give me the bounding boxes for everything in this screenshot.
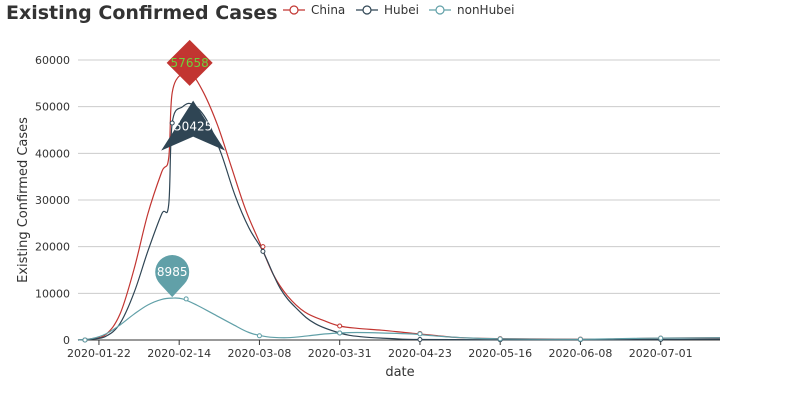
legend: China Hubei nonHubei — [283, 3, 515, 17]
x-tick-label: 2020-04-23 — [388, 347, 452, 360]
x-tick-label: 2020-01-22 — [67, 347, 131, 360]
y-tick-label: 40000 — [35, 147, 70, 160]
y-tick-label: 50000 — [35, 101, 70, 114]
data-point-nonhubei — [417, 331, 423, 337]
peak-label-china: 57658 — [171, 56, 209, 70]
peak-marker-nonhubei — [155, 255, 190, 298]
data-point-nonhubei — [183, 296, 189, 302]
x-tick-label: 2020-06-08 — [548, 347, 612, 360]
legend-symbol-nonhubei — [435, 5, 445, 15]
series-lines — [77, 68, 721, 341]
y-tick-label: 0 — [63, 334, 70, 347]
x-tick-label: 2020-03-31 — [308, 347, 372, 360]
data-point-nonhubei — [337, 330, 343, 336]
y-tick-label: 30000 — [35, 194, 70, 207]
peak-annotations: 57658 50425 8985 — [155, 39, 226, 298]
data-markers — [82, 68, 664, 343]
x-tick-label: 2020-03-08 — [227, 347, 291, 360]
peak-label-hubei: 50425 — [174, 120, 212, 134]
x-tick-label: 2020-02-14 — [147, 347, 211, 360]
legend-label-nonhubei: nonHubei — [457, 3, 515, 17]
peak-label-nonhubei: 8985 — [157, 265, 188, 279]
legend-symbol-china — [289, 5, 299, 15]
y-axis-title: Existing Confirmed Cases — [16, 117, 31, 283]
data-point-hubei — [260, 248, 266, 254]
grid-lines — [78, 59, 720, 294]
data-point-china — [260, 244, 266, 250]
legend-symbol-hubei — [362, 5, 372, 15]
peak-marker-china — [166, 39, 213, 86]
x-axis-title: date — [385, 365, 414, 380]
axes: 0 10000 20000 30000 40000 50000 60000 2020-01-2… — [35, 54, 720, 360]
series-line-nonhubei — [77, 297, 721, 341]
legend-label-china: China — [311, 3, 345, 17]
peak-marker-hubei — [161, 100, 226, 151]
data-point-nonhubei — [256, 333, 262, 339]
chart-title: Existing Confirmed Cases — [6, 2, 278, 24]
data-point-nonhubei — [658, 335, 664, 341]
x-tick-label: 2020-07-01 — [629, 347, 693, 360]
data-point-nonhubei — [497, 336, 503, 342]
data-point-china — [337, 323, 343, 329]
data-point-nonhubei — [82, 337, 88, 343]
y-tick-label: 60000 — [35, 54, 70, 67]
data-point-nonhubei — [577, 336, 583, 342]
y-tick-label: 20000 — [35, 241, 70, 254]
x-tick-label: 2020-05-16 — [468, 347, 532, 360]
series-line-china — [77, 68, 721, 341]
data-point-hubei — [169, 120, 175, 126]
data-point-hubei — [417, 337, 423, 343]
y-tick-label: 10000 — [35, 287, 70, 300]
legend-label-hubei: Hubei — [384, 3, 419, 17]
